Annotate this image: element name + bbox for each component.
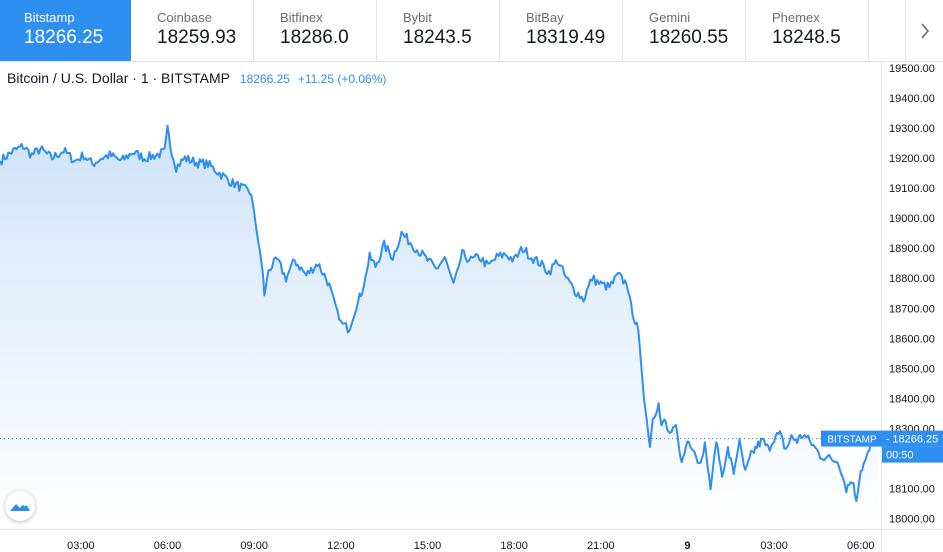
- price-change: +11.25 (+0.06%): [297, 72, 387, 86]
- price-label-value: - 18266.25: [886, 434, 939, 446]
- y-tick-label: 19500.00: [889, 63, 935, 75]
- x-tick-label: 06:00: [847, 540, 875, 552]
- y-tick-label: 19200.00: [889, 153, 935, 165]
- tab-name: Bybit: [403, 10, 432, 25]
- price-area: [0, 125, 879, 529]
- chart-legend: Bitcoin / U.S. Dollar · 1 · BITSTAMP 182…: [7, 70, 386, 86]
- tradingview-logo-icon: [10, 501, 30, 511]
- y-tick-label: 18400.00: [889, 393, 935, 405]
- x-tick-label: 03:00: [67, 540, 95, 552]
- tab-phemex[interactable]: Phemex 18248.5: [746, 0, 869, 61]
- tab-gemini[interactable]: Gemini 18260.55: [623, 0, 746, 61]
- y-tick-label: 18100.00: [889, 483, 935, 495]
- y-tick-label: 18700.00: [889, 303, 935, 315]
- countdown-label: 00:50: [886, 450, 914, 462]
- tab-bybit[interactable]: Bybit 18243.5: [377, 0, 500, 61]
- x-tick-label: 21:00: [587, 540, 615, 552]
- price-label-name: BITSTAMP: [827, 435, 877, 446]
- tab-name: Gemini: [649, 10, 691, 25]
- price-line: [0, 124, 879, 503]
- y-tick-label: 18000.00: [889, 513, 935, 525]
- last-price: 18266.25: [239, 72, 290, 86]
- symbol-label: Bitcoin / U.S. Dollar · 1 · BITSTAMP: [7, 70, 231, 86]
- tab-name: Coinbase: [157, 10, 212, 25]
- x-tick-label: 03:00: [760, 540, 788, 552]
- y-tick-label: 18900.00: [889, 243, 935, 255]
- tab-price: 18286.0: [280, 27, 349, 48]
- tab-price: 18243.5: [403, 27, 472, 48]
- y-tick-label: 18800.00: [889, 273, 935, 285]
- tab-name: Phemex: [772, 10, 820, 25]
- y-tick-label: 18600.00: [889, 333, 935, 345]
- tab-price: 18260.55: [649, 27, 729, 48]
- x-tick-label: 18:00: [500, 540, 528, 552]
- x-tick-label: 9: [684, 540, 690, 552]
- tab-name: Bitstamp: [24, 10, 75, 25]
- y-tick-label: 19400.00: [889, 93, 935, 105]
- y-tick-label: 19100.00: [889, 183, 935, 195]
- tab-coinbase[interactable]: Coinbase 18259.93: [131, 0, 254, 61]
- tab-bitbay[interactable]: BitBay 18319.49: [500, 0, 623, 61]
- tab-bitstamp[interactable]: Bitstamp 18266.25: [0, 0, 131, 61]
- tab-bitfinex[interactable]: Bitfinex 18286.0: [254, 0, 377, 61]
- y-tick-label: 19300.00: [889, 123, 935, 135]
- exchange-tabs: Bitstamp 18266.25 Coinbase 18259.93 Bitf…: [0, 0, 943, 62]
- x-tick-label: 06:00: [154, 540, 182, 552]
- tab-price: 18266.25: [24, 27, 104, 48]
- x-tick-label: 09:00: [240, 540, 268, 552]
- tab-price: 18319.49: [526, 27, 606, 48]
- tradingview-logo-button[interactable]: [5, 491, 35, 521]
- tab-name: Bitfinex: [280, 10, 323, 25]
- next-tabs-button[interactable]: [905, 0, 943, 61]
- tab-price: 18259.93: [157, 27, 237, 48]
- x-tick-label: 15:00: [414, 540, 442, 552]
- chevron-right-icon: [920, 22, 929, 39]
- countdown-bg: [882, 446, 943, 463]
- x-tick-label: 12:00: [327, 540, 355, 552]
- price-label-name-bg: [821, 430, 883, 447]
- tab-price: 18248.5: [772, 27, 841, 48]
- y-tick-label: 18500.00: [889, 363, 935, 375]
- price-label-value-bg: [882, 430, 943, 447]
- y-tick-label: 19000.00: [889, 213, 935, 225]
- tab-name: BitBay: [526, 10, 564, 25]
